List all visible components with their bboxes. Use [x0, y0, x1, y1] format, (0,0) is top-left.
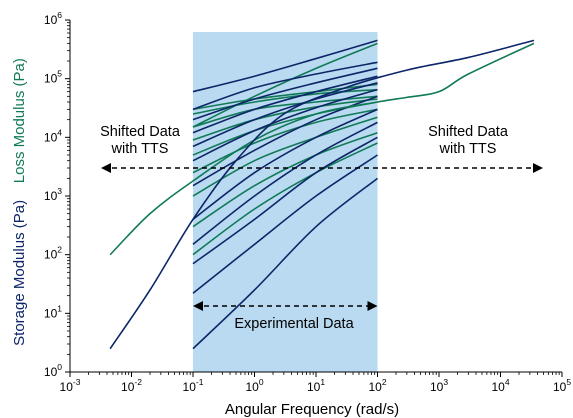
storage-modulus-curve-12: [192, 177, 378, 350]
loss-modulus-curve-9: [192, 142, 378, 256]
loss-modulus-curve-1: [192, 83, 378, 111]
y-axis-title-spacer: [11, 187, 28, 195]
y-tick-label: 102: [44, 245, 62, 262]
storage-modulus-curve-1: [192, 39, 378, 93]
y-ticks: 100 101 102 103 104 105 106: [44, 10, 70, 379]
x-tick-label: 103: [430, 377, 448, 394]
annotations: Shifted Data with TTS Shifted Data with …: [88, 120, 543, 332]
loss-modulus-curve-4: [192, 98, 378, 141]
y-tick-label: 100: [44, 362, 62, 379]
x-axis-title: Angular Frequency (rad/s): [225, 401, 399, 418]
storage-modulus-master-curve: [109, 39, 535, 350]
axes: 10-3 10-2 10-1 100 101 102 103 104 105 100 101 102…: [44, 10, 571, 394]
loss-modulus-curve-2: [192, 88, 378, 115]
data-lines: [109, 39, 535, 350]
x-tick-label: 101: [307, 377, 325, 394]
loss-modulus-curve-10: [192, 42, 378, 128]
x-tick-label: 102: [368, 377, 386, 394]
y-axis-title: Storage Modulus (Pa) Loss Modulus (Pa): [11, 58, 28, 346]
shifted-right-label-line2: with TTS: [439, 141, 497, 157]
y-axis-title-storage: Storage Modulus (Pa): [11, 200, 28, 346]
storage-modulus-curve-10: [192, 136, 378, 265]
y-tick-label: 105: [44, 69, 62, 86]
shifted-left-label-bg: [88, 120, 192, 158]
loss-modulus-master-curve: [109, 42, 535, 256]
shifted-right-label-line1: Shifted Data: [428, 124, 509, 140]
storage-modulus-curve-6: [192, 88, 378, 162]
storage-modulus-curve-3: [192, 67, 378, 121]
experimental-label: Experimental Data: [234, 316, 354, 332]
y-tick-label: 106: [44, 10, 62, 27]
y-tick-label: 101: [44, 303, 62, 320]
storage-modulus-curve-5: [192, 82, 378, 148]
x-ticks: 10-3 10-2 10-1 100 101 102 103 104 105: [60, 372, 571, 394]
storage-modulus-curve-4: [192, 75, 378, 134]
loss-modulus-curve-3: [192, 95, 378, 128]
storage-modulus-curve-8: [192, 108, 378, 220]
shifted-left-label-line1: Shifted Data: [100, 124, 181, 140]
y-tick-label: 104: [44, 127, 62, 144]
storage-modulus-curve-2: [192, 61, 378, 111]
storage-modulus-curve-9: [192, 121, 378, 245]
x-tick-label: 10-2: [121, 377, 142, 394]
x-tick-label: 105: [553, 377, 571, 394]
y-axis-title-loss: Loss Modulus (Pa): [11, 58, 28, 183]
x-tick-label: 10-1: [183, 377, 204, 394]
x-tick-label: 104: [491, 377, 509, 394]
x-tick-label: 100: [245, 377, 263, 394]
x-tick-label: 10-3: [60, 377, 81, 394]
y-tick-label: 103: [44, 186, 62, 203]
shifted-left-label-line2: with TTS: [111, 141, 169, 157]
loss-modulus-curve-6: [192, 108, 378, 174]
